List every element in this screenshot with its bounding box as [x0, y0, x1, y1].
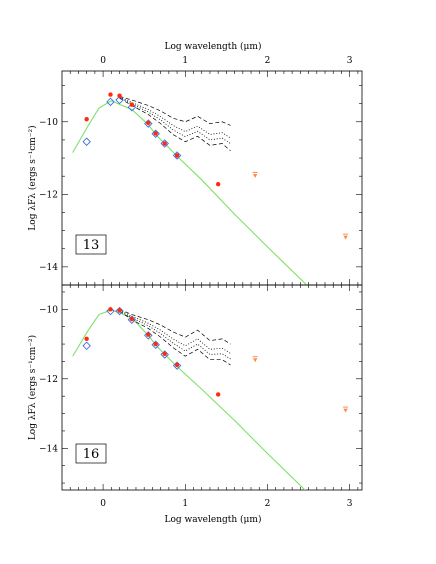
photometry-point [174, 362, 180, 368]
photometry-point [215, 392, 221, 397]
photometry-point [153, 341, 158, 347]
bottom-tick-label: 1 [182, 499, 188, 509]
alt-model-point [115, 95, 124, 105]
alt-model-point [115, 306, 124, 316]
alt-model-point [82, 341, 91, 351]
envelope-dashed-curve [119, 310, 231, 366]
photometry-point [174, 153, 180, 158]
y-tick-label: −10 [39, 305, 58, 315]
top-x-axis-label: Log wavelength (μm) [165, 41, 262, 52]
top-tick-label: 3 [347, 56, 353, 66]
photometry-point [84, 117, 89, 122]
photometry-point [146, 120, 151, 126]
photometry-point [162, 351, 167, 356]
envelope-dotted-curve [119, 310, 231, 360]
photometry-point [215, 181, 221, 187]
envelope-dotted-curve [119, 97, 231, 144]
model-curve [72, 309, 306, 490]
bottom-x-axis-label: Log wavelength (μm) [165, 514, 262, 525]
upper-limit-arrow [343, 408, 348, 413]
y-tick-label: −14 [39, 263, 58, 273]
photometry-point [129, 316, 135, 322]
y-axis-label: Log λFλ (ergs s⁻¹cm⁻²) [27, 335, 38, 440]
plot-area [72, 306, 349, 490]
alt-model-point [106, 306, 115, 316]
model-curve [72, 100, 308, 285]
alt-model-point [172, 151, 182, 160]
photometry-point [129, 102, 135, 107]
top-tick-label: 0 [100, 56, 106, 66]
alt-model-point [106, 97, 115, 107]
photometry-point [146, 332, 151, 337]
envelope-dashed-curve [119, 308, 231, 345]
envelope-dashed-curve [119, 97, 231, 152]
panel-label-box [75, 234, 107, 255]
bottom-tick-labels: 0 1 2 3 [100, 499, 353, 509]
upper-limit-arrow [343, 235, 348, 240]
alt-model-point [172, 361, 182, 370]
upper-limit-arrow [252, 173, 258, 178]
y-tick-label: −14 [39, 444, 58, 454]
alt-model-point [160, 350, 169, 359]
envelope-dotted-curve [119, 96, 231, 139]
y-axis-label: Log λFλ (ergs s⁻¹cm⁻²) [27, 125, 38, 230]
bottom-tick-label: 0 [100, 499, 106, 509]
panel-label-box [75, 443, 107, 464]
alt-model-point [151, 340, 160, 349]
alt-model-point [160, 139, 169, 148]
alt-model-point [127, 103, 137, 112]
bottom-tick-label: 3 [347, 499, 353, 509]
photometry-point [108, 92, 113, 97]
plot-frame [61, 284, 363, 491]
photometry-point [117, 93, 122, 98]
panel-13: −10 −12 −14 Log λFλ (ergs s⁻¹cm⁻²) 13 [27, 70, 363, 286]
plot-area [72, 92, 349, 285]
envelope-dotted-curve [119, 309, 231, 354]
photometry-point [153, 131, 158, 136]
alt-model-point [151, 129, 160, 138]
panel-label: 13 [83, 238, 100, 253]
top-tick-label: 2 [265, 56, 271, 66]
y-tick-label: −12 [39, 375, 58, 385]
photometry-point [162, 141, 167, 146]
alt-model-point [144, 331, 153, 340]
photometry-point [108, 307, 113, 312]
top-tick-labels: 0 1 2 3 [100, 56, 353, 66]
photometry-point [117, 308, 122, 313]
envelope-dashed-curve [119, 96, 231, 126]
top-tick-label: 1 [182, 56, 188, 66]
panel-label: 16 [83, 447, 100, 462]
y-tick-label: −10 [39, 118, 58, 128]
y-tick-label: −12 [39, 190, 58, 200]
photometry-point [84, 336, 89, 342]
bottom-tick-label: 2 [265, 499, 271, 509]
alt-model-point [82, 137, 91, 146]
alt-model-point [127, 315, 137, 324]
upper-limit-arrow [252, 358, 258, 363]
alt-model-point [144, 119, 153, 128]
